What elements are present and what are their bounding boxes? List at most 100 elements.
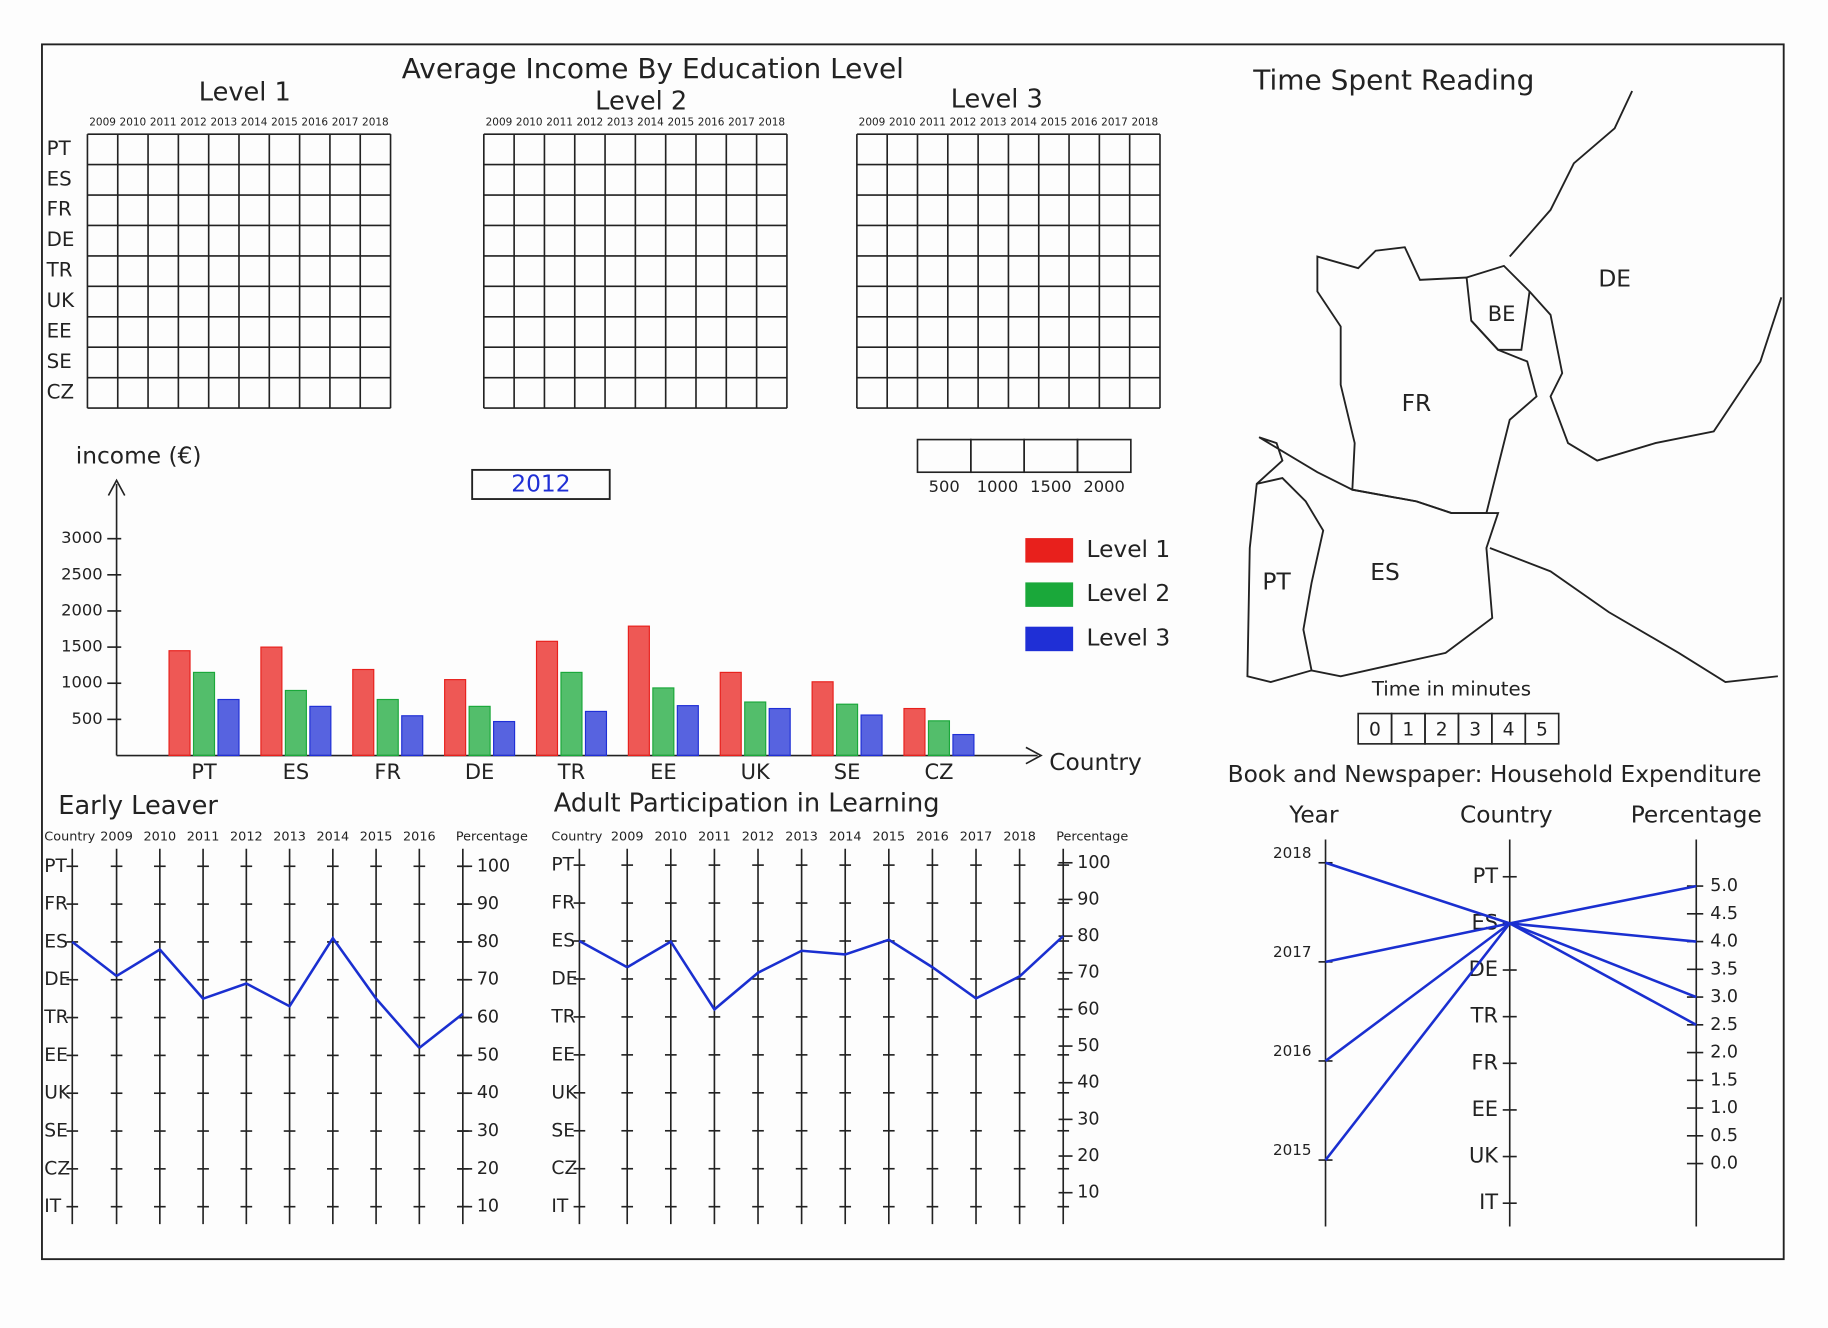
data-line bbox=[1324, 921, 1697, 1161]
x-tick-label: PT bbox=[191, 760, 217, 784]
y-tick-label: 30 bbox=[477, 1121, 499, 1141]
color-scale-label: 500 bbox=[929, 477, 960, 496]
year-selector-value[interactable]: 2012 bbox=[511, 471, 570, 498]
y-tick-label: 70 bbox=[1077, 963, 1099, 983]
map bbox=[1246, 90, 1783, 684]
heatmap-country: EE bbox=[47, 320, 72, 343]
y-tick-label: 10 bbox=[477, 1197, 499, 1217]
year-selector[interactable] bbox=[471, 468, 611, 500]
country-label: UK bbox=[1469, 1144, 1499, 1168]
legend-label: Level 1 bbox=[1087, 536, 1171, 563]
frame bbox=[41, 43, 1785, 1261]
bar bbox=[468, 705, 491, 757]
country-label: CZ bbox=[551, 1158, 577, 1179]
heatmap-title: Level 1 bbox=[199, 77, 291, 107]
map-title: Time Spent Reading bbox=[1252, 64, 1534, 97]
year-label: 2012 bbox=[230, 830, 263, 845]
year-label: 2018 bbox=[1003, 830, 1036, 845]
chart-title: Adult Participation in Learning bbox=[554, 788, 940, 818]
bar bbox=[584, 710, 608, 757]
country-label: FR bbox=[551, 893, 575, 914]
y-tick-label: 40 bbox=[1077, 1073, 1099, 1093]
y-tick-label: 30 bbox=[1077, 1109, 1099, 1129]
y-tick-label: 2.0 bbox=[1710, 1043, 1738, 1063]
heatmap-year: 2015 bbox=[271, 116, 298, 128]
data-line-end bbox=[418, 1012, 464, 1049]
y-tick-label: 4.5 bbox=[1710, 904, 1738, 924]
x-tick-label: CZ bbox=[924, 760, 953, 784]
chart-title: Early Leaver bbox=[58, 791, 218, 821]
data-line bbox=[1325, 922, 1697, 964]
country-label: PT bbox=[44, 856, 67, 877]
axis-header: Country bbox=[551, 830, 602, 845]
heatmap-year: 2009 bbox=[89, 116, 116, 128]
heatmap-year: 2013 bbox=[210, 116, 237, 128]
axis-header: Percentage bbox=[1631, 802, 1762, 829]
heatmap-year: 2014 bbox=[1010, 116, 1037, 128]
bar bbox=[217, 698, 240, 757]
color-scale-box bbox=[916, 438, 972, 474]
bar bbox=[811, 681, 834, 757]
country-label: UK bbox=[551, 1082, 578, 1103]
y-tick-label: 20 bbox=[477, 1159, 499, 1179]
country-label: TR bbox=[43, 1007, 68, 1028]
y-tick-label: 90 bbox=[1077, 889, 1099, 909]
year-label: 2012 bbox=[742, 830, 775, 845]
y-tick-label: 0.5 bbox=[1710, 1126, 1738, 1146]
heatmap-year: 2018 bbox=[362, 116, 389, 128]
bar bbox=[903, 707, 926, 757]
heatmap-year: 2010 bbox=[889, 116, 916, 128]
country-label: FR bbox=[1471, 1050, 1498, 1074]
map-legend-label: 0 bbox=[1369, 719, 1381, 740]
heatmap-country: UK bbox=[47, 289, 75, 312]
x-axis-label: Country bbox=[1049, 749, 1142, 776]
axis-header: Percentage bbox=[1056, 830, 1128, 845]
y-tick-label: 3000 bbox=[61, 528, 103, 547]
bar bbox=[927, 720, 951, 757]
country-label: SE bbox=[551, 1120, 575, 1141]
year-label: 2016 bbox=[1273, 1042, 1312, 1060]
map-legend-label: 2 bbox=[1436, 719, 1448, 740]
bar bbox=[352, 668, 375, 757]
heatmap-year: 2009 bbox=[859, 116, 886, 128]
map-legend-label: 4 bbox=[1503, 719, 1515, 740]
year-label: 2013 bbox=[273, 830, 306, 845]
map-label: BE bbox=[1488, 302, 1516, 326]
bar bbox=[836, 703, 859, 757]
heatmap-year: 2017 bbox=[1101, 116, 1128, 128]
heatmap-country: SE bbox=[47, 350, 72, 373]
heatmap-year: 2010 bbox=[120, 116, 147, 128]
y-tick-label: 3.0 bbox=[1710, 987, 1738, 1007]
y-tick-label: 0.0 bbox=[1710, 1154, 1738, 1174]
year-label: 2009 bbox=[100, 830, 133, 845]
heatmap-country: FR bbox=[47, 198, 72, 221]
year-label: 2011 bbox=[187, 830, 220, 845]
heatmap-year: 2011 bbox=[919, 116, 946, 128]
y-tick-label: 2500 bbox=[61, 564, 103, 583]
axis-header: Year bbox=[1288, 802, 1339, 829]
heatmap-year: 2011 bbox=[546, 116, 573, 128]
data-line bbox=[115, 935, 421, 1049]
heatmap-year: 2016 bbox=[301, 116, 328, 128]
map-border bbox=[1256, 477, 1325, 671]
connector bbox=[578, 939, 628, 969]
bar bbox=[309, 705, 332, 757]
bar bbox=[192, 671, 216, 757]
country-label: TR bbox=[1470, 1004, 1498, 1028]
year-label: 2016 bbox=[916, 830, 949, 845]
year-label: 2016 bbox=[403, 830, 436, 845]
heatmap-year: 2018 bbox=[1131, 116, 1158, 128]
country-label: DE bbox=[1469, 957, 1498, 981]
heatmap-year: 2014 bbox=[241, 116, 268, 128]
map-label: FR bbox=[1402, 390, 1432, 417]
color-scale-label: 1500 bbox=[1030, 477, 1072, 496]
map-legend-box bbox=[1524, 712, 1560, 745]
year-label: 2011 bbox=[698, 830, 731, 845]
year-label: 2010 bbox=[144, 830, 177, 845]
heatmap-title: Level 2 bbox=[595, 87, 687, 117]
y-tick-label: 50 bbox=[477, 1045, 499, 1065]
y-tick-label: 2000 bbox=[61, 600, 103, 619]
y-tick-label: 10 bbox=[1077, 1183, 1099, 1203]
map-region bbox=[1316, 246, 1538, 514]
heatmap-country: PT bbox=[47, 137, 72, 160]
